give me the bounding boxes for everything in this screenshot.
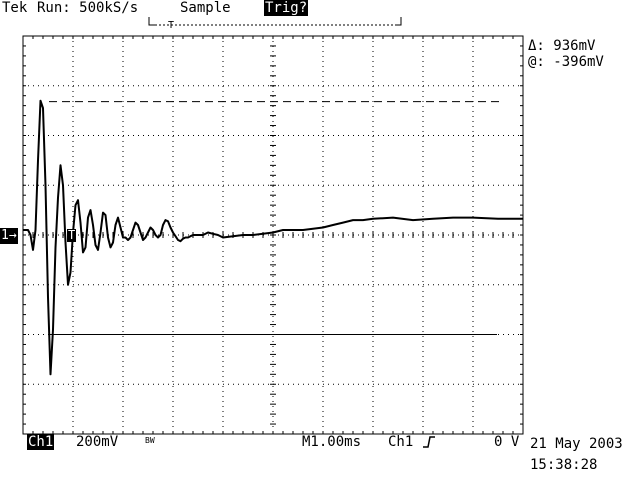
date-readout: 21 May 2003 [530, 436, 623, 452]
channel-badge: Ch1 [27, 434, 55, 450]
ch1-waveform-trace [23, 99, 523, 376]
cursor-lines [49, 101, 499, 335]
record-window-bracket: T [148, 17, 402, 31]
ch1-ground-marker: 1→ [0, 228, 18, 244]
time-readout: 15:38:28 [530, 457, 598, 473]
cursor-delta-readout: Δ: 936mV [528, 38, 596, 54]
trigger-level-readout: 0 V [494, 434, 520, 450]
rising-edge-icon [423, 436, 435, 448]
brand-label: Tek [2, 0, 28, 16]
run-state: Run: 500kS/s [37, 0, 139, 16]
trigger-status-badge: Trig? [264, 0, 309, 16]
trigger-source: Ch1 [388, 434, 414, 450]
graticule [22, 35, 524, 435]
svg-text:T: T [168, 20, 174, 31]
timebase-readout: M1.00ms [302, 434, 362, 450]
volts-per-div: 200mV [76, 434, 119, 450]
trigger-level-marker: T [67, 228, 77, 242]
bw-limit-indicator: BW [145, 436, 155, 445]
acquisition-mode: Sample [180, 0, 231, 16]
cursor-position-readout: @: -396mV [528, 54, 604, 70]
